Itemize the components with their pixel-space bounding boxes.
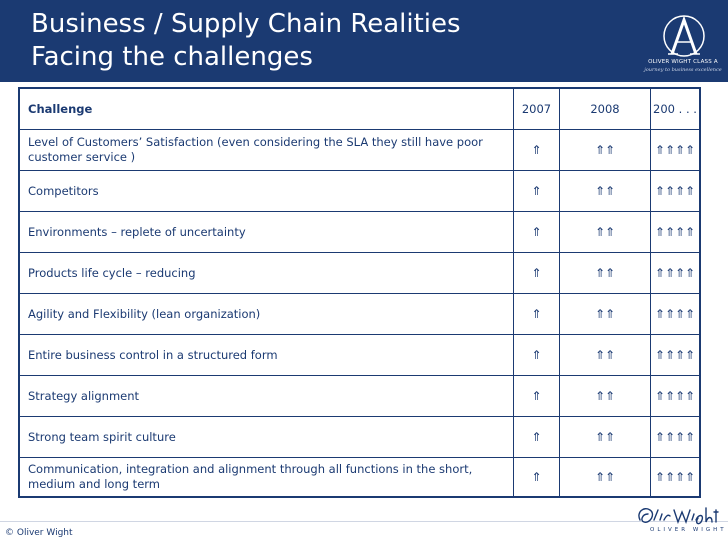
challenge-cell: Products life cycle – reducing: [20, 253, 514, 293]
arrow-cell-200x: ⇑⇑⇑⇑: [654, 183, 696, 198]
challenges-table: Challenge 2007 2008 200 . . . Level of C…: [18, 87, 701, 498]
arrow-cell-2008: ⇑⇑: [560, 376, 651, 416]
footer-divider: [0, 521, 728, 522]
arrow-cell-200x: ⇑⇑⇑⇑: [654, 265, 696, 280]
table-row: Environments – replete of uncertainty ⇑ …: [20, 212, 699, 253]
arrow-cell-200x: ⇑⇑⇑⇑: [654, 224, 696, 239]
arrow-cell-2008: ⇑⇑: [560, 417, 651, 457]
arrow-cell-2007: ⇑: [514, 171, 560, 211]
arrow-cell-2008: ⇑⇑: [560, 253, 651, 293]
logo-tagline: journey to business excellence: [644, 67, 722, 73]
brand-subtitle: OLIVER WIGHT: [650, 527, 727, 533]
arrow-cell-200x: ⇑⇑⇑⇑: [654, 388, 696, 403]
arrow-cell-200x: ⇑⇑⇑⇑: [654, 347, 696, 362]
logo-caption: OLIVER WIGHT CLASS A: [648, 59, 718, 65]
arrow-cell-200x: ⇑⇑⇑⇑: [654, 469, 696, 484]
column-header-2007: 2007: [514, 89, 560, 129]
slide-title: Business / Supply Chain Realities: [31, 9, 461, 39]
arrow-cell-2007: ⇑: [514, 253, 560, 293]
column-header-2008: 2008: [560, 89, 651, 129]
table-row: Competitors ⇑ ⇑⇑ ⇑⇑⇑⇑: [20, 171, 699, 212]
arrow-cell-2007: ⇑: [514, 212, 560, 252]
column-header-200x: 200 . . .: [653, 101, 697, 116]
challenge-cell: Strategy alignment: [20, 376, 514, 416]
challenge-cell: Communication, integration and alignment…: [20, 458, 514, 496]
table-row: Products life cycle – reducing ⇑ ⇑⇑ ⇑⇑⇑⇑: [20, 253, 699, 294]
copyright-text: © Oliver Wight: [5, 528, 73, 538]
arrow-cell-2008: ⇑⇑: [560, 171, 651, 211]
oliver-wight-signature-icon: [638, 507, 719, 525]
arrow-cell-2008: ⇑⇑: [560, 294, 651, 334]
slide-subtitle: Facing the challenges: [31, 42, 313, 72]
arrow-cell-2007: ⇑: [514, 376, 560, 416]
arrow-cell-200x: ⇑⇑⇑⇑: [654, 306, 696, 321]
arrow-cell-2007: ⇑: [514, 335, 560, 375]
table-row: Agility and Flexibility (lean organizati…: [20, 294, 699, 335]
table-row: Strong team spirit culture ⇑ ⇑⇑ ⇑⇑⇑⇑: [20, 417, 699, 458]
challenge-cell: Environments – replete of uncertainty: [20, 212, 514, 252]
challenge-cell: Competitors: [20, 171, 514, 211]
challenge-cell: Agility and Flexibility (lean organizati…: [20, 294, 514, 334]
arrow-cell-2007: ⇑: [514, 130, 560, 170]
arrow-cell-2008: ⇑⇑: [560, 130, 651, 170]
challenge-cell: Strong team spirit culture: [20, 417, 514, 457]
challenge-cell: Level of Customers’ Satisfaction (even c…: [20, 130, 514, 170]
arrow-cell-2007: ⇑: [514, 294, 560, 334]
challenge-cell: Entire business control in a structured …: [20, 335, 514, 375]
column-header-challenge: Challenge: [20, 89, 514, 129]
slide-header: Business / Supply Chain Realities Facing…: [0, 0, 728, 82]
arrow-cell-200x: ⇑⇑⇑⇑: [654, 142, 696, 157]
arrow-cell-2007: ⇑: [514, 417, 560, 457]
table-header-row: Challenge 2007 2008 200 . . .: [20, 89, 699, 130]
arrow-cell-200x: ⇑⇑⇑⇑: [654, 429, 696, 444]
table-row: Entire business control in a structured …: [20, 335, 699, 376]
table-row: Strategy alignment ⇑ ⇑⇑ ⇑⇑⇑⇑: [20, 376, 699, 417]
arrow-cell-2008: ⇑⇑: [560, 458, 651, 496]
arrow-cell-2008: ⇑⇑: [560, 335, 651, 375]
table-row: Communication, integration and alignment…: [20, 458, 699, 496]
table-row: Level of Customers’ Satisfaction (even c…: [20, 130, 699, 171]
arrow-cell-2008: ⇑⇑: [560, 212, 651, 252]
arrow-cell-2007: ⇑: [514, 458, 560, 496]
class-a-logo-icon: [663, 15, 705, 57]
